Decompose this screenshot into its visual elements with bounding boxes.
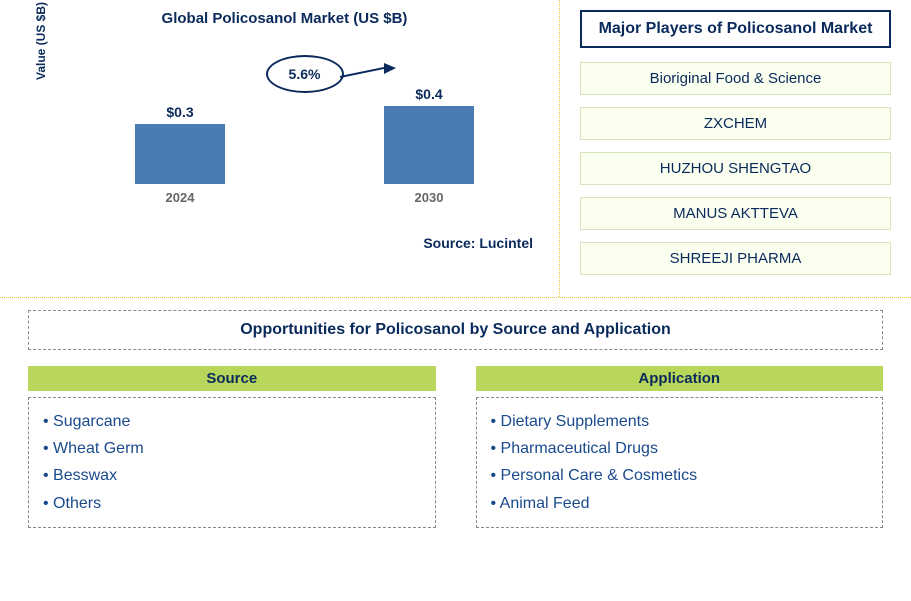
opportunity-list: • Sugarcane• Wheat Germ• Besswax• Others [28, 397, 436, 528]
bottom-section: Opportunities for Policosanol by Source … [0, 298, 911, 548]
opportunity-item: • Wheat Germ [43, 435, 421, 462]
opportunities-columns: Source• Sugarcane• Wheat Germ• Besswax• … [28, 366, 883, 528]
opportunity-item: • Personal Care & Cosmetics [491, 462, 869, 489]
opportunity-column-header: Source [28, 366, 436, 391]
growth-callout: 5.6% [266, 55, 344, 93]
player-item: ZXCHEM [580, 107, 891, 140]
bar-chart: 5.6% $0.3 2024 $0.4 2030 [100, 55, 509, 205]
bar-column: $0.3 2024 [130, 104, 230, 205]
bar [135, 124, 225, 184]
player-item: MANUS AKTTEVA [580, 197, 891, 230]
players-list: Bioriginal Food & Science ZXCHEM HUZHOU SH… [580, 62, 891, 275]
chart-panel: Global Policosanol Market (US $B) Value … [0, 0, 560, 297]
player-item: Bioriginal Food & Science [580, 62, 891, 95]
players-title: Major Players of Policosanol Market [580, 10, 891, 48]
opportunity-column-header: Application [476, 366, 884, 391]
bar-column: $0.4 2030 [379, 86, 479, 205]
bar-value-label: $0.4 [415, 86, 442, 102]
opportunity-item: • Animal Feed [491, 490, 869, 517]
growth-rate: 5.6% [266, 55, 344, 93]
source-label: Source: Lucintel [20, 235, 549, 251]
opportunity-column: Source • Sugarcane• Wheat Germ• Besswax• … [28, 366, 436, 528]
players-panel: Major Players of Policosanol Market Bior… [560, 0, 911, 297]
growth-arrow-icon [340, 63, 398, 83]
opportunity-item: • Sugarcane [43, 408, 421, 435]
bar-category-label: 2030 [415, 190, 444, 205]
top-section: Global Policosanol Market (US $B) Value … [0, 0, 911, 298]
bar-category-label: 2024 [166, 190, 195, 205]
opportunity-item: • Pharmaceutical Drugs [491, 435, 869, 462]
player-item: SHREEJI PHARMA [580, 242, 891, 275]
player-item: HUZHOU SHENGTAO [580, 152, 891, 185]
opportunity-item: • Besswax [43, 462, 421, 489]
opportunity-item: • Dietary Supplements [491, 408, 869, 435]
opportunity-item: • Others [43, 490, 421, 517]
opportunity-column: Application • Dietary Supplements• Pharma… [476, 366, 884, 528]
bar-value-label: $0.3 [166, 104, 193, 120]
opportunities-title: Opportunities for Policosanol by Source … [28, 310, 883, 350]
opportunity-list: • Dietary Supplements• Pharmaceutical Dr… [476, 397, 884, 528]
chart-ylabel: Value (US $B) [34, 2, 48, 80]
chart-title: Global Policosanol Market (US $B) [20, 10, 549, 27]
bar [384, 106, 474, 184]
